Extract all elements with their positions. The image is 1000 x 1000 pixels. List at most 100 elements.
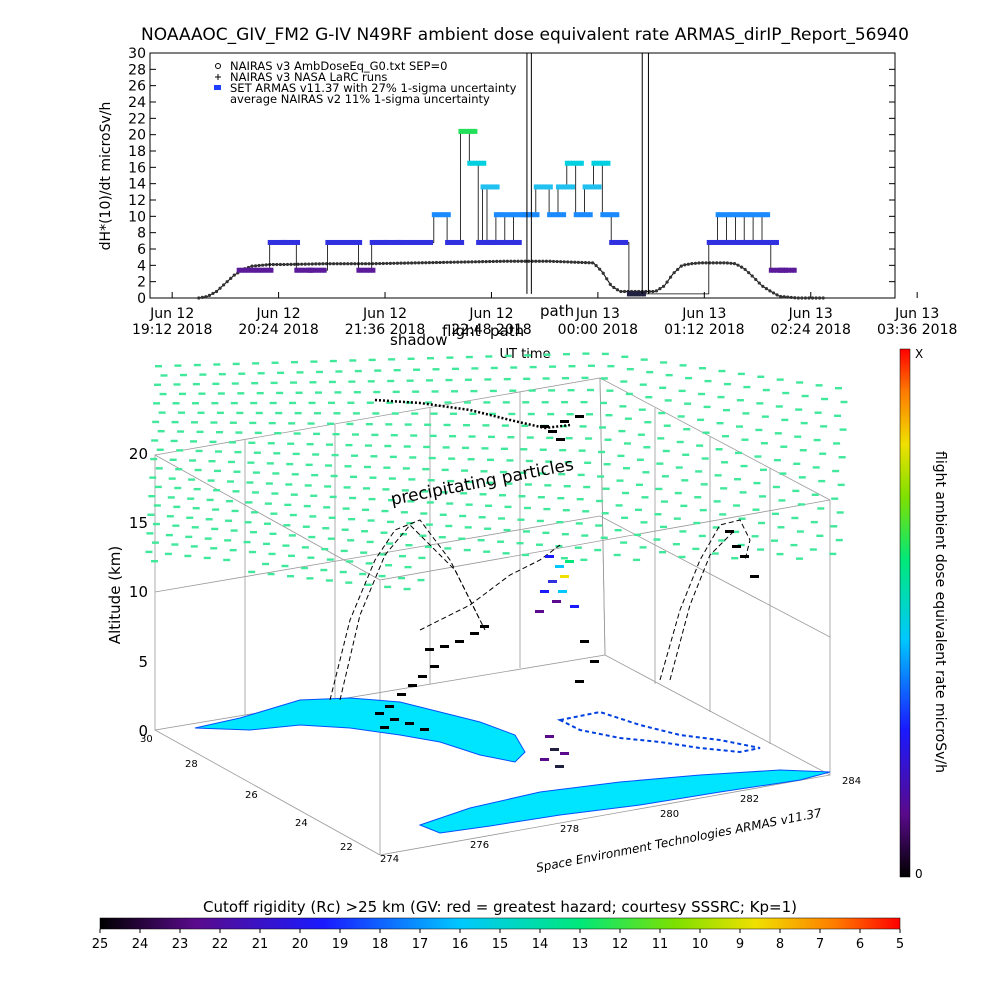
armas-point [588,212,593,218]
particle-mark [325,464,333,467]
nairas-point [342,262,346,266]
particle-mark [565,437,573,440]
armas-point [392,239,397,245]
armas-point [499,212,504,218]
particle-mark [673,517,681,520]
particle-mark [167,496,175,499]
armas-point [594,160,599,166]
particle-mark [776,552,784,556]
flight-dose-mark [397,693,406,696]
particle-mark [467,458,475,461]
particle-mark [583,485,591,489]
particle-mark [432,368,440,371]
particle-mark [290,493,298,496]
armas-point [293,239,298,245]
particle-mark [635,483,643,486]
particle-mark [543,507,551,511]
armas-point [612,239,617,245]
particle-mark [233,470,241,473]
z-tick-label: 10 [129,583,148,601]
colorbar-tick-label: 12 [612,937,629,952]
particle-mark [417,578,425,582]
particle-mark [425,401,433,404]
particle-mark [567,389,575,392]
particle-mark [294,411,302,415]
particle-mark [345,581,353,584]
particle-mark [487,435,495,439]
figure-title: NOAAAOC_GIV_FM2 G-IV N49RF ambient dose … [141,25,909,45]
bottom-colorbar-title: Cutoff rigidity (Rc) >25 km (GV: red = g… [203,898,797,916]
particle-mark [231,382,239,385]
particle-mark [761,415,769,418]
particle-mark [607,364,615,368]
armas-point [464,128,469,134]
armas-point [358,239,363,245]
particle-mark [662,449,670,453]
nairas-point [786,295,790,299]
particle-mark [328,516,336,519]
particle-mark [542,377,550,380]
flight-dose-mark [560,575,569,578]
flight-dose-mark [560,420,569,423]
right-colorbar-bottom-label: 0 [915,867,923,881]
armas-point [473,160,478,166]
lat-tick-label: 26 [245,790,258,801]
particle-mark [305,463,313,467]
armas-point [372,239,377,245]
particle-mark [287,575,294,578]
particle-mark [795,408,803,411]
particle-mark [523,530,530,533]
particle-mark [586,413,594,416]
particle-mark [759,495,766,498]
particle-mark [386,542,394,545]
particle-mark [431,390,439,393]
particle-mark [404,423,412,426]
armas-point [783,267,788,273]
bottom-colorbar-ticks: 25 24 23 22 21 20 19 18 17 16 15 14 13 12 11 10 9 8 7 6 5 [92,929,904,952]
nairas-point [619,289,623,294]
nairas-point [537,259,541,263]
particle-mark [636,458,644,461]
armas-point [457,239,462,245]
armas-point [727,239,732,245]
particle-mark [838,456,846,459]
particle-mark [794,435,802,438]
legend-square-icon [214,85,221,90]
particle-mark [547,412,555,416]
y-tick-label: 20 [128,128,146,144]
particle-mark [276,391,284,395]
particle-mark [309,515,317,518]
armas-point [768,239,773,245]
particle-mark [660,500,668,503]
particle-mark [302,525,310,528]
particle-mark [604,438,612,441]
armas-point [378,239,383,245]
armas-point [470,128,475,134]
armas-point [340,239,345,245]
particle-mark [563,485,571,488]
particle-mark [341,528,349,531]
armas-point [763,212,768,218]
nairas-point [775,293,779,297]
nairas-point [739,265,744,269]
armas-point [426,239,431,245]
particle-mark [831,497,839,500]
armas-point [352,239,357,245]
armas-point [555,184,560,190]
armas-point [467,160,472,166]
armas-point [609,212,614,218]
particle-mark [334,391,342,394]
flight-dose-mark [560,752,569,755]
particle-mark [622,491,630,495]
nairas-point [810,296,815,300]
particle-mark [624,417,632,420]
nairas-point [402,261,407,265]
particle-mark [310,494,318,497]
nairas-point [771,291,776,295]
armas-point [290,239,295,245]
particle-mark [446,502,454,505]
particle-mark [173,383,181,386]
colorbar-tick-label: 9 [736,937,744,952]
